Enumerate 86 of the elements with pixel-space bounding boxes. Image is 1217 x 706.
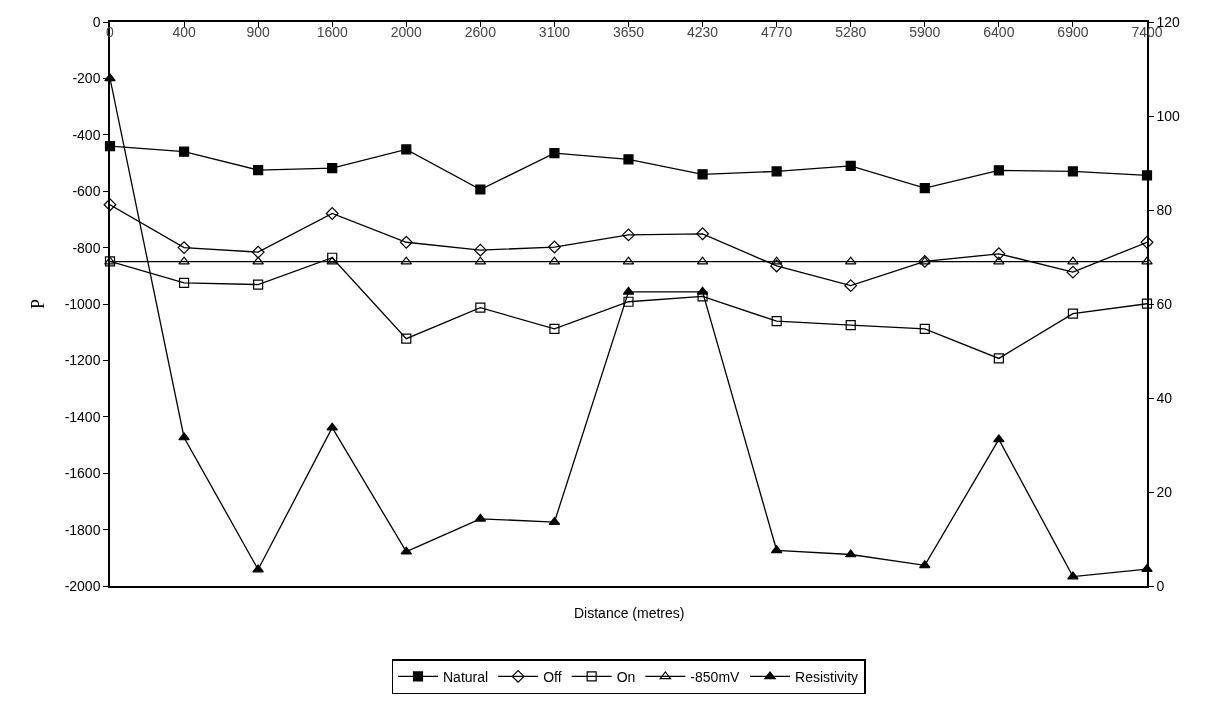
point <box>622 228 635 242</box>
y2-tick-label: 0 <box>1156 577 1165 594</box>
x-axis-title: Distance (metres) <box>574 605 685 621</box>
y2-tick-label: 100 <box>1156 107 1181 124</box>
x-tick-label: 5280 <box>835 23 867 40</box>
point <box>253 279 264 290</box>
point <box>993 434 1005 443</box>
point <box>697 169 708 180</box>
y2-tick-label: 20 <box>1156 483 1173 500</box>
point <box>178 432 190 441</box>
y-tick-label: -1000 <box>64 295 101 312</box>
point <box>919 183 930 194</box>
point <box>993 165 1004 176</box>
point <box>623 296 634 307</box>
point <box>993 256 1005 265</box>
point <box>475 184 486 195</box>
x-tick-label: 2600 <box>464 23 497 40</box>
point <box>1067 571 1079 580</box>
point <box>475 302 486 313</box>
x-tick-label: 4770 <box>761 23 793 40</box>
point <box>549 323 560 334</box>
y-tick-label: -1200 <box>64 352 101 369</box>
point <box>623 154 634 165</box>
point <box>178 146 190 157</box>
point <box>1067 166 1079 177</box>
y2-tick-label: 60 <box>1156 295 1173 312</box>
point <box>1067 256 1079 265</box>
legend-label: Natural <box>443 668 489 685</box>
point <box>992 247 1006 261</box>
legend-label: -850mV <box>690 668 741 685</box>
legend-label: Off <box>543 668 562 685</box>
point <box>696 227 710 241</box>
point <box>473 243 487 257</box>
legend-label: Resistivity <box>795 668 859 685</box>
x-tick-label: 1600 <box>316 23 348 40</box>
point <box>399 235 413 249</box>
x-tick-label: 3650 <box>612 23 645 40</box>
point <box>178 256 190 265</box>
x-tick-label: 3100 <box>538 23 571 40</box>
y-tick-label: -2000 <box>64 577 101 594</box>
point <box>401 144 412 155</box>
point <box>253 164 264 176</box>
x-tick-label: 900 <box>246 23 271 40</box>
y-tick-label: -1600 <box>64 465 101 482</box>
point <box>1141 298 1153 309</box>
point <box>771 166 782 177</box>
point <box>919 323 930 334</box>
x-tick-label: 2000 <box>390 23 423 40</box>
point <box>1067 308 1079 319</box>
point <box>252 564 264 573</box>
point <box>844 279 858 293</box>
point <box>845 160 856 171</box>
point <box>1066 265 1080 279</box>
x-tick-label: 6900 <box>1057 23 1089 40</box>
point <box>697 291 708 302</box>
y-tick-label: -800 <box>72 239 101 256</box>
point <box>251 245 265 259</box>
y-axis-title: P <box>28 298 49 310</box>
x-tick-label: 6400 <box>983 23 1015 40</box>
point <box>845 320 856 331</box>
point <box>401 333 412 344</box>
y2-tick-label: 80 <box>1156 201 1173 218</box>
y-tick-label: -1400 <box>64 408 101 425</box>
y-tick-label: -600 <box>72 183 101 200</box>
point <box>252 256 264 265</box>
y-tick-label: -1800 <box>64 521 101 538</box>
point <box>1141 256 1153 265</box>
point <box>547 240 561 254</box>
point <box>770 259 784 273</box>
point <box>325 207 339 220</box>
point <box>549 148 560 159</box>
point <box>178 277 190 288</box>
point <box>993 353 1004 364</box>
x-tick-label: 400 <box>172 23 196 40</box>
point <box>103 198 117 212</box>
y2-tick-label: 40 <box>1156 389 1173 406</box>
x-tick-label: 5900 <box>909 23 941 40</box>
point <box>327 162 338 174</box>
point <box>177 241 191 255</box>
point <box>771 316 782 327</box>
point <box>1140 235 1154 249</box>
point <box>327 252 338 263</box>
y-tick-label: -200 <box>72 70 101 87</box>
y-tick-label: -400 <box>72 126 101 143</box>
legend-label: On <box>616 668 636 685</box>
x-tick-label: 4230 <box>686 23 719 40</box>
